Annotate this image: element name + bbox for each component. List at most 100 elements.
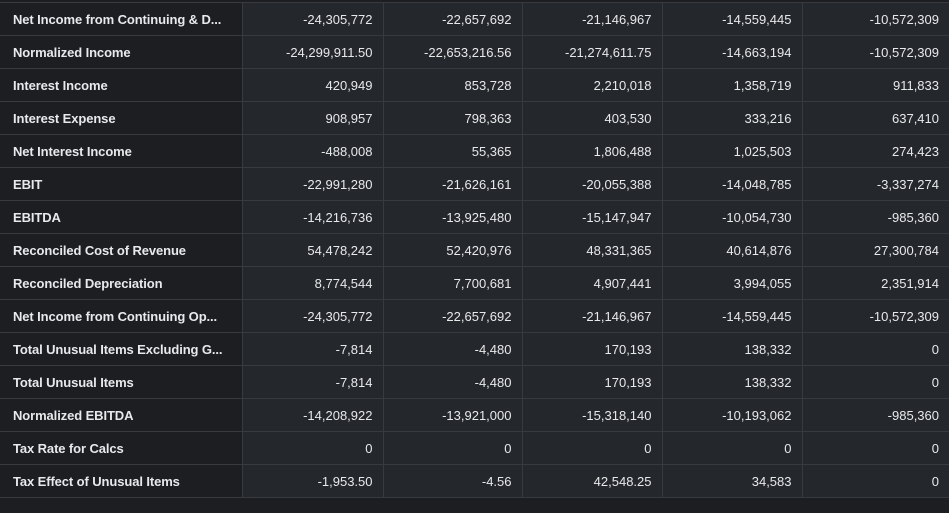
row-label: Tax Effect of Unusual Items [0, 464, 243, 498]
row-label: Net Income from Continuing & D... [0, 2, 243, 36]
value-cell: 1,358,719 [662, 68, 803, 102]
value-cell: -14,208,922 [242, 398, 384, 432]
value-cell: -20,055,388 [522, 167, 663, 201]
table-row: Reconciled Depreciation 8,774,544 7,700,68… [0, 266, 949, 300]
value-cell: -14,559,445 [662, 2, 803, 36]
value-cell: 54,478,242 [242, 233, 384, 267]
value-cell: -14,663,194 [662, 35, 803, 69]
row-label: Interest Income [0, 68, 243, 102]
value-cell: 4,907,441 [522, 266, 663, 300]
value-cell: -7,814 [242, 332, 384, 366]
value-cell: 0 [522, 431, 663, 465]
value-cell: 34,583 [662, 464, 803, 498]
value-cell: -22,991,280 [242, 167, 384, 201]
financials-table-body: Net Income from Continuing & D... -24,305… [0, 2, 949, 498]
table-row: Tax Effect of Unusual Items -1,953.50 -4.5… [0, 464, 949, 498]
table-row: Interest Income 420,949 853,728 2,210,018 1,… [0, 68, 949, 102]
table-row: EBITDA -14,216,736 -13,925,480 -15,147,947-… [0, 200, 949, 234]
value-cell: -985,360 [802, 200, 949, 234]
value-cell: 274,423 [802, 134, 949, 168]
value-cell: -22,657,692 [383, 299, 523, 333]
row-label: Net Interest Income [0, 134, 243, 168]
value-cell: 3,994,055 [662, 266, 803, 300]
row-label: EBITDA [0, 200, 243, 234]
table-row: Interest Expense 908,957 798,363 403,530 333… [0, 101, 949, 135]
row-label: Normalized Income [0, 35, 243, 69]
value-cell: -10,572,309 [802, 35, 949, 69]
value-cell: 420,949 [242, 68, 384, 102]
row-label: Net Income from Continuing Op... [0, 299, 243, 333]
table-row: Net Income from Continuing & D... -24,305… [0, 2, 949, 36]
value-cell: 798,363 [383, 101, 523, 135]
value-cell: -21,274,611.75 [522, 35, 663, 69]
value-cell: -24,299,911.50 [242, 35, 384, 69]
value-cell: -21,626,161 [383, 167, 523, 201]
row-label: Interest Expense [0, 101, 243, 135]
value-cell: -4.56 [383, 464, 523, 498]
value-cell: 40,614,876 [662, 233, 803, 267]
value-cell: 911,833 [802, 68, 949, 102]
value-cell: 52,420,976 [383, 233, 523, 267]
row-label: Reconciled Depreciation [0, 266, 243, 300]
table-row: Total Unusual Items -7,814 -4,480 170,193 13… [0, 365, 949, 399]
value-cell: 908,957 [242, 101, 384, 135]
table-row: Reconciled Cost of Revenue 54,478,242 52,4… [0, 233, 949, 267]
value-cell: 637,410 [802, 101, 949, 135]
value-cell: 403,530 [522, 101, 663, 135]
value-cell: -10,054,730 [662, 200, 803, 234]
value-cell: -14,559,445 [662, 299, 803, 333]
value-cell: 333,216 [662, 101, 803, 135]
value-cell: -14,048,785 [662, 167, 803, 201]
table-row: Normalized Income -24,299,911.50 -22,653,2… [0, 35, 949, 69]
value-cell: -10,572,309 [802, 299, 949, 333]
table-row: Normalized EBITDA -14,208,922 -13,921,000-… [0, 398, 949, 432]
value-cell: -22,657,692 [383, 2, 523, 36]
row-label: EBIT [0, 167, 243, 201]
value-cell: 853,728 [383, 68, 523, 102]
table-row: Total Unusual Items Excluding G... -7,814… [0, 332, 949, 366]
value-cell: 8,774,544 [242, 266, 384, 300]
value-cell: -4,480 [383, 332, 523, 366]
value-cell: -21,146,967 [522, 299, 663, 333]
value-cell: -3,337,274 [802, 167, 949, 201]
table-row: EBIT -22,991,280 -21,626,161 -20,055,388 -14… [0, 167, 949, 201]
value-cell: 138,332 [662, 332, 803, 366]
value-cell: 1,806,488 [522, 134, 663, 168]
value-cell: 0 [242, 431, 384, 465]
value-cell: 0 [802, 332, 949, 366]
value-cell: -4,480 [383, 365, 523, 399]
value-cell: 0 [383, 431, 523, 465]
value-cell: 0 [802, 365, 949, 399]
value-cell: 1,025,503 [662, 134, 803, 168]
value-cell: 170,193 [522, 365, 663, 399]
value-cell: 2,210,018 [522, 68, 663, 102]
row-label: Normalized EBITDA [0, 398, 243, 432]
financials-table: Net Income from Continuing & D... -24,305… [0, 2, 949, 498]
value-cell: -10,572,309 [802, 2, 949, 36]
table-row: Tax Rate for Calcs 0 0 0 0 0 [0, 431, 949, 465]
table-row: Net Interest Income -488,008 55,365 1,806,4… [0, 134, 949, 168]
table-row: Net Income from Continuing Op... -24,305,… [0, 299, 949, 333]
value-cell: -488,008 [242, 134, 384, 168]
value-cell: 0 [802, 431, 949, 465]
value-cell: -1,953.50 [242, 464, 384, 498]
value-cell: 2,351,914 [802, 266, 949, 300]
value-cell: -14,216,736 [242, 200, 384, 234]
value-cell: -24,305,772 [242, 2, 384, 36]
value-cell: -15,318,140 [522, 398, 663, 432]
value-cell: -13,925,480 [383, 200, 523, 234]
value-cell: 7,700,681 [383, 266, 523, 300]
row-label: Total Unusual Items Excluding G... [0, 332, 243, 366]
row-label: Total Unusual Items [0, 365, 243, 399]
row-label: Tax Rate for Calcs [0, 431, 243, 465]
value-cell: -21,146,967 [522, 2, 663, 36]
value-cell: -24,305,772 [242, 299, 384, 333]
value-cell: -15,147,947 [522, 200, 663, 234]
row-label: Reconciled Cost of Revenue [0, 233, 243, 267]
value-cell: 55,365 [383, 134, 523, 168]
value-cell: 27,300,784 [802, 233, 949, 267]
value-cell: 170,193 [522, 332, 663, 366]
value-cell: -7,814 [242, 365, 384, 399]
value-cell: -22,653,216.56 [383, 35, 523, 69]
value-cell: -13,921,000 [383, 398, 523, 432]
